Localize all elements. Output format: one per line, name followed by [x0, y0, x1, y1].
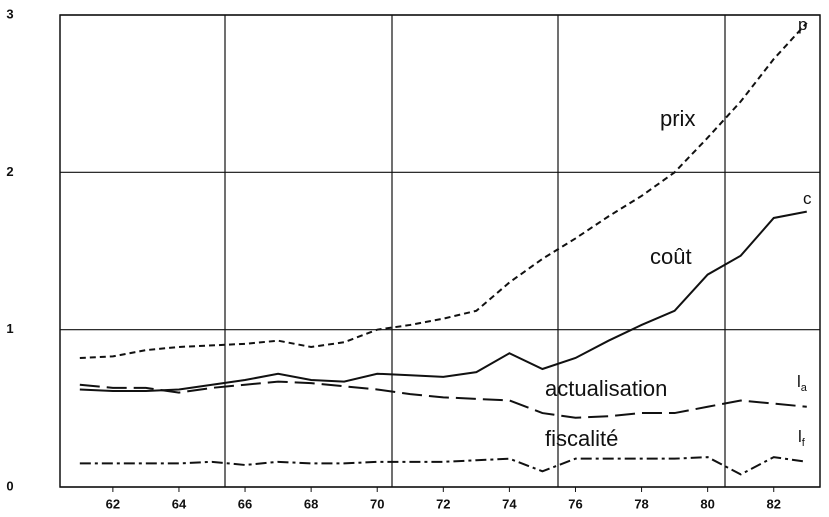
series-label: lf	[798, 427, 806, 448]
series-label-main: l	[798, 427, 802, 446]
series-label-sub: f	[802, 437, 806, 449]
series-name: coût	[650, 244, 692, 269]
series-label-main: l	[797, 372, 801, 391]
x-tick-label: 74	[502, 496, 517, 511]
series-label-sub: a	[801, 382, 808, 394]
x-tick-label: 70	[370, 496, 384, 511]
series-label: p	[798, 15, 807, 34]
x-tick-label: 82	[767, 496, 781, 511]
series-line	[79, 210, 807, 393]
x-tick-label: 80	[700, 496, 714, 511]
y-tick-label: 1	[6, 321, 13, 336]
series-line	[79, 380, 807, 419]
x-tick-label: 76	[568, 496, 582, 511]
x-tick-label: 78	[634, 496, 648, 511]
x-tick-label: 62	[106, 496, 120, 511]
y-tick-label: 2	[6, 164, 13, 179]
series-name: actualisation	[545, 376, 667, 401]
x-tick-label: 64	[172, 496, 187, 511]
x-tick-label: 66	[238, 496, 252, 511]
x-tick-label: 68	[304, 496, 318, 511]
series-name: prix	[660, 106, 695, 131]
series-label: la	[797, 372, 808, 393]
y-tick-label: 3	[6, 6, 13, 21]
x-tick-label: 72	[436, 496, 450, 511]
plot-frame	[59, 14, 821, 488]
series-line	[79, 456, 807, 476]
vertical-grid	[224, 15, 726, 487]
series-label-main: p	[798, 15, 807, 34]
series-label-main: c	[803, 189, 812, 208]
y-tick-label: 0	[6, 478, 13, 493]
series-name: fiscalité	[545, 426, 618, 451]
series-label: c	[803, 189, 812, 208]
series-line	[79, 22, 808, 359]
